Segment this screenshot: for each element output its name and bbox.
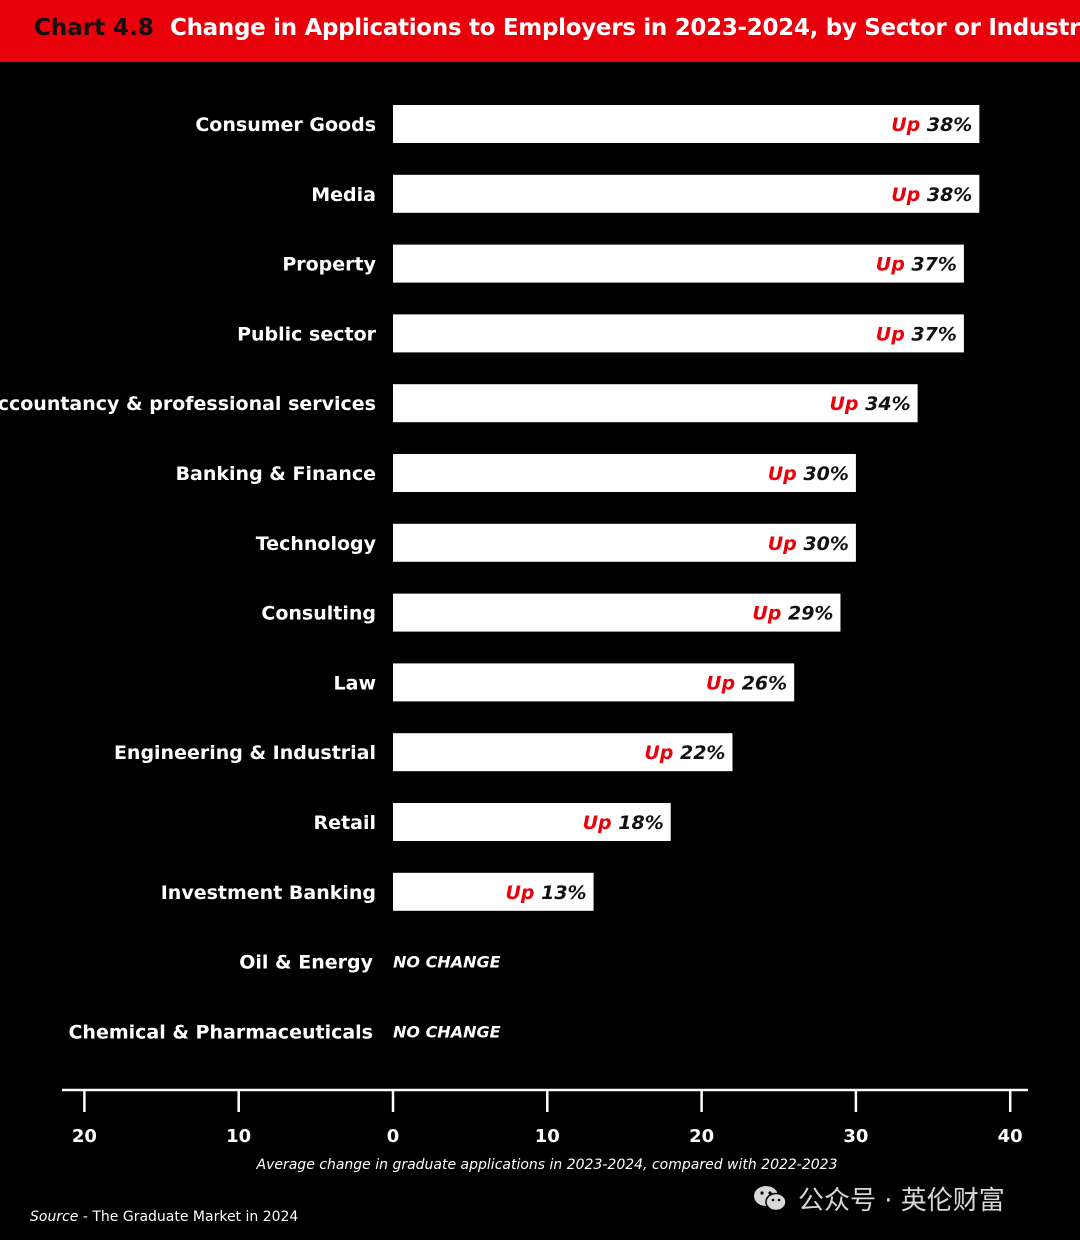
data-label-value: 38% <box>927 184 972 206</box>
bar <box>393 174 980 213</box>
bar <box>393 454 856 492</box>
data-label: Up 37% <box>876 254 957 276</box>
data-label: NO CHANGE <box>393 1022 501 1041</box>
data-label-value: 18% <box>618 812 663 834</box>
category-label: Media <box>311 184 376 206</box>
data-label-prefix: Up <box>891 184 927 206</box>
data-label-prefix: Up <box>505 882 541 904</box>
data-label-value: 37% <box>911 254 956 276</box>
data-label-value: 26% <box>742 672 787 694</box>
bar <box>393 314 964 353</box>
category-label: Investment Banking <box>161 882 376 904</box>
data-label: Up 18% <box>583 812 664 834</box>
data-label-prefix: Up <box>768 463 804 485</box>
category-label: Chemical & Pharmaceuticals <box>68 1021 373 1043</box>
bar <box>393 803 671 841</box>
category-label: Law <box>334 672 376 694</box>
data-label-prefix: Up <box>644 742 680 764</box>
data-label-prefix: Up <box>752 603 788 625</box>
data-label: Up 38% <box>891 114 972 136</box>
data-label: NO CHANGE <box>393 953 501 972</box>
category-label: Banking & Finance <box>176 463 376 485</box>
watermark: 公众号 · 英伦财富 <box>752 1180 1005 1217</box>
category-label: Property <box>282 254 376 276</box>
category-label: Accountancy & professional services <box>0 393 376 415</box>
data-label-value: 13% <box>541 882 586 904</box>
category-label: Consulting <box>261 603 376 625</box>
x-tick-label: 20 <box>72 1126 97 1147</box>
bar <box>393 384 918 423</box>
source-text: - The Graduate Market in 2024 <box>78 1209 299 1225</box>
data-label: Up 30% <box>768 533 849 555</box>
x-tick-label: 10 <box>535 1126 560 1147</box>
data-label-value: 37% <box>911 323 956 345</box>
data-label: Up 29% <box>752 603 833 625</box>
data-label: Up 37% <box>876 323 957 345</box>
data-label: Up 30% <box>768 463 849 485</box>
x-tick-label: 40 <box>998 1126 1023 1147</box>
data-label: Up 13% <box>505 882 586 904</box>
data-label-prefix: Up <box>829 393 865 415</box>
data-label-value: 30% <box>803 463 848 485</box>
x-tick-label: 10 <box>226 1126 251 1147</box>
bar <box>393 663 795 702</box>
data-label-prefix: Up <box>891 114 927 136</box>
bar <box>393 733 733 772</box>
bar <box>393 523 856 562</box>
data-label-prefix: Up <box>768 533 804 555</box>
x-axis: 20 10 0 10 20 30 40 <box>62 1088 1028 1147</box>
source-label: Source <box>30 1209 79 1225</box>
source-note: Source - The Graduate Market in 2024 <box>30 1209 298 1225</box>
data-label: Up 34% <box>829 393 910 415</box>
data-label-value: 29% <box>788 603 833 625</box>
bar <box>393 593 841 632</box>
x-tick-label: 20 <box>689 1126 714 1147</box>
data-label-prefix: Up <box>706 672 742 694</box>
x-axis-label: Average change in graduate applications … <box>256 1157 838 1173</box>
bars-layer: Consumer Goods Up 38% Media Up 38% Property U… <box>0 105 980 1043</box>
category-label: Public sector <box>237 323 377 345</box>
data-label-prefix: Up <box>876 323 912 345</box>
bar-chart: Consumer Goods Up 38% Media Up 38% Property U… <box>0 105 1028 1147</box>
x-tick-label: 0 <box>387 1126 400 1147</box>
category-label: Technology <box>256 533 377 555</box>
bar <box>393 244 964 283</box>
data-label: Up 26% <box>706 672 787 694</box>
category-label: Consumer Goods <box>195 114 376 136</box>
data-label-value: 34% <box>865 393 910 415</box>
x-tick-label: 30 <box>843 1126 868 1147</box>
data-label-value: 22% <box>680 742 725 764</box>
category-label: Engineering & Industrial <box>114 742 376 764</box>
data-label: Up 22% <box>644 742 725 764</box>
data-label-prefix: Up <box>583 812 619 834</box>
chart-number: Chart 4.8 <box>34 15 154 41</box>
data-label-value: 30% <box>803 533 848 555</box>
data-label-value: 38% <box>927 114 972 136</box>
data-label-prefix: Up <box>876 254 912 276</box>
data-label: Up 38% <box>891 184 972 206</box>
chart-title: Change in Applications to Employers in 2… <box>170 15 1080 41</box>
bar <box>393 105 980 143</box>
category-label: Oil & Energy <box>239 952 373 974</box>
wechat-icon <box>754 1185 787 1211</box>
watermark-text: 公众号 · 英伦财富 <box>798 1186 1005 1216</box>
bar <box>393 872 594 911</box>
chart-header: Chart 4.8 Change in Applications to Empl… <box>0 0 1080 62</box>
category-label: Retail <box>314 812 376 834</box>
